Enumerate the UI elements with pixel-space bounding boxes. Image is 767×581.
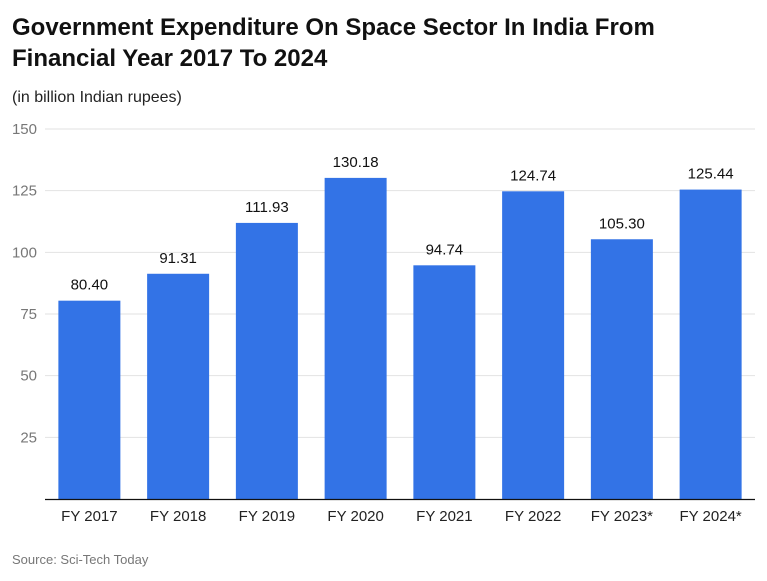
x-tick-label: FY 2020	[327, 508, 383, 525]
y-tick-label: 75	[20, 306, 37, 323]
data-label: 130.18	[333, 154, 379, 171]
bar	[235, 222, 298, 499]
y-tick-label: 125	[12, 183, 37, 200]
data-label: 124.74	[510, 167, 556, 184]
x-tick-label: FY 2017	[61, 508, 117, 525]
y-tick-label: 25	[20, 429, 37, 446]
x-tick-label: FY 2018	[150, 508, 206, 525]
x-tick-label: FY 2022	[505, 508, 561, 525]
bar	[58, 300, 121, 499]
chart-subtitle: (in billion Indian rupees)	[12, 89, 182, 106]
data-label: 94.74	[426, 241, 464, 258]
y-tick-label: 100	[12, 244, 37, 261]
bar	[413, 265, 476, 499]
x-tick-label: FY 2024*	[679, 508, 741, 525]
x-tick-label: FY 2019	[239, 508, 295, 525]
bar	[590, 239, 653, 499]
data-label: 80.40	[71, 277, 109, 294]
bar	[502, 191, 565, 500]
data-label: 105.30	[599, 215, 645, 232]
data-label: 111.93	[245, 199, 289, 216]
bar	[679, 189, 742, 499]
bar	[147, 273, 210, 499]
source-note: Source: Sci-Tech Today	[12, 552, 149, 567]
data-label: 91.31	[159, 250, 197, 267]
data-label: 125.44	[688, 166, 734, 183]
y-tick-label: 50	[20, 368, 37, 385]
x-tick-label: FY 2021	[416, 508, 472, 525]
x-tick-label: FY 2023*	[591, 508, 653, 525]
chart-title: Government Expenditure On Space Sector I…	[12, 14, 655, 72]
bar	[324, 177, 387, 499]
y-tick-label: 150	[12, 121, 37, 138]
